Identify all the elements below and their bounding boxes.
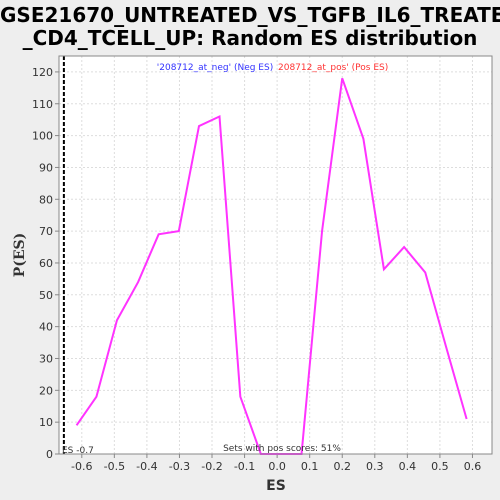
x-tick-label: -0.5 [104,460,125,473]
x-tick-label: -0.6 [71,460,92,473]
x-tick-label: -0.3 [169,460,190,473]
x-axis-label: ES [266,478,286,494]
y-tick-label: 110 [32,98,53,111]
y-tick-label: 120 [32,66,53,79]
x-tick-label: 0.6 [464,460,482,473]
neg-es-label: '208712_at_neg' (Neg ES) [157,63,273,73]
y-tick-label: 50 [39,289,53,302]
x-tick-label: 0.4 [399,460,417,473]
chart-title-line-1: GSE21670_UNTREATED_VS_TGFB_IL6_TREATED [0,3,500,27]
x-tick-label: -0.1 [234,460,255,473]
x-axis-ticks: -0.6 -0.5 -0.4 -0.3 -0.2 -0.1 0.0 0.1 0.2 0.3 0.4 0… [71,454,481,473]
y-tick-label: 20 [39,384,53,397]
plot-border [58,55,493,455]
chart-title-line-2: _CD4_TCELL_UP: Random ES distribution [22,26,478,50]
y-tick-label: 80 [39,193,53,206]
pos-score-footer: Sets with pos scores: 51% [223,444,341,454]
y-axis-ticks: 0 10 20 30 40 50 60 70 80 90 100 110 120 [32,66,59,461]
y-tick-label: 10 [39,416,53,429]
x-tick-label: 0.1 [301,460,319,473]
x-tick-label: 0.5 [431,460,449,473]
y-tick-label: 0 [46,448,53,461]
es-marker-label: ES -0.7 [62,446,94,456]
y-tick-label: 30 [39,352,53,365]
y-tick-label: 90 [39,161,53,174]
x-tick-label: 0.3 [366,460,384,473]
x-tick-label: 0.0 [268,460,286,473]
x-tick-label: 0.2 [333,460,351,473]
y-tick-label: 100 [32,130,53,143]
y-tick-label: 40 [39,321,53,334]
x-tick-label: -0.4 [136,460,157,473]
plot-area [59,56,492,454]
y-tick-label: 60 [39,257,53,270]
y-tick-label: 70 [39,225,53,238]
x-tick-label: -0.2 [201,460,222,473]
pos-es-label: 208712_at_pos' (Pos ES) [278,63,388,73]
y-axis-label: P(ES) [12,233,28,278]
